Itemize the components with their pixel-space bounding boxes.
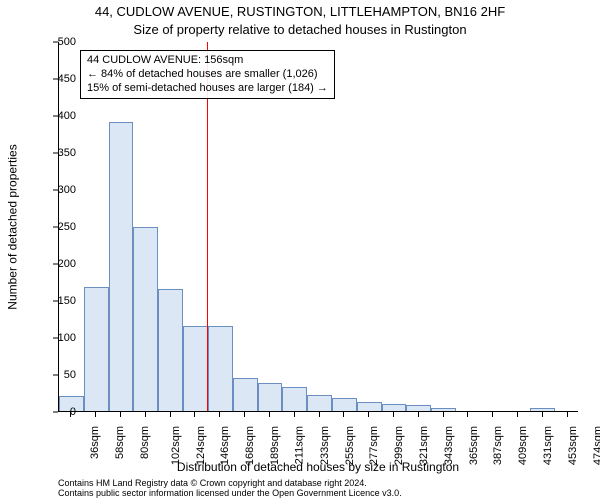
x-tick-mark [319,412,320,417]
annotation-line-3: 15% of semi-detached houses are larger (… [87,82,328,96]
histogram-bar [431,408,456,411]
y-tick-mark [53,375,58,376]
histogram-bar [258,383,283,411]
y-tick-mark [53,227,58,228]
histogram-bar [208,326,233,411]
x-tick-mark [145,412,146,417]
histogram-bar [233,378,258,411]
x-tick-mark [194,412,195,417]
x-tick-mark [492,412,493,417]
annotation-line-2: ← 84% of detached houses are smaller (1,… [87,68,328,82]
histogram-bar [109,122,134,411]
y-tick-mark [53,79,58,80]
y-tick-mark [53,301,58,302]
histogram-bar [530,408,555,411]
x-tick-mark [269,412,270,417]
x-tick-mark [95,412,96,417]
x-tick-label: 474sqm [592,426,600,465]
histogram-bar [133,227,158,411]
y-axis-label-text: Number of detached properties [6,144,20,309]
x-tick-mark [567,412,568,417]
x-tick-mark [70,412,71,417]
x-tick-mark [368,412,369,417]
title-line-2: Size of property relative to detached ho… [0,22,600,37]
histogram-bar [307,395,332,411]
x-tick-mark [467,412,468,417]
histogram-bar [382,404,407,411]
x-tick-mark [170,412,171,417]
x-tick-mark [343,412,344,417]
credits: Contains HM Land Registry data © Crown c… [58,478,402,499]
x-tick-mark [542,412,543,417]
histogram-bar [332,398,357,411]
y-tick-mark [53,190,58,191]
y-tick-mark [53,153,58,154]
x-tick-mark [219,412,220,417]
title-line-1: 44, CUDLOW AVENUE, RUSTINGTON, LITTLEHAM… [0,4,600,19]
x-tick-mark [120,412,121,417]
y-tick-mark [53,116,58,117]
x-tick-mark [244,412,245,417]
x-tick-mark [418,412,419,417]
y-tick-mark [53,264,58,265]
credits-line-1: Contains HM Land Registry data © Crown c… [58,478,402,488]
x-tick-label: 58sqm [114,426,126,459]
x-tick-label: 36sqm [89,426,101,459]
x-tick-mark [294,412,295,417]
y-axis-label: Number of detached properties [6,42,20,412]
credits-line-2: Contains public sector information licen… [58,488,402,498]
x-tick-label: 80sqm [139,426,151,459]
x-tick-mark [443,412,444,417]
histogram-bar [183,326,208,411]
y-tick-mark [53,412,58,413]
histogram-bar [357,402,382,411]
annotation-box: 44 CUDLOW AVENUE: 156sqm ← 84% of detach… [80,50,335,99]
x-tick-mark [393,412,394,417]
x-axis-label: Distribution of detached houses by size … [58,460,578,474]
histogram-bar [158,289,183,411]
y-tick-mark [53,338,58,339]
histogram-bar [406,405,431,411]
annotation-line-1: 44 CUDLOW AVENUE: 156sqm [87,54,328,68]
y-tick-mark [53,42,58,43]
x-tick-mark [517,412,518,417]
chart-container: 44, CUDLOW AVENUE, RUSTINGTON, LITTLEHAM… [0,0,600,500]
x-tick-label: 211sqm [293,426,305,464]
histogram-bar [282,387,307,411]
histogram-bar [84,287,109,411]
